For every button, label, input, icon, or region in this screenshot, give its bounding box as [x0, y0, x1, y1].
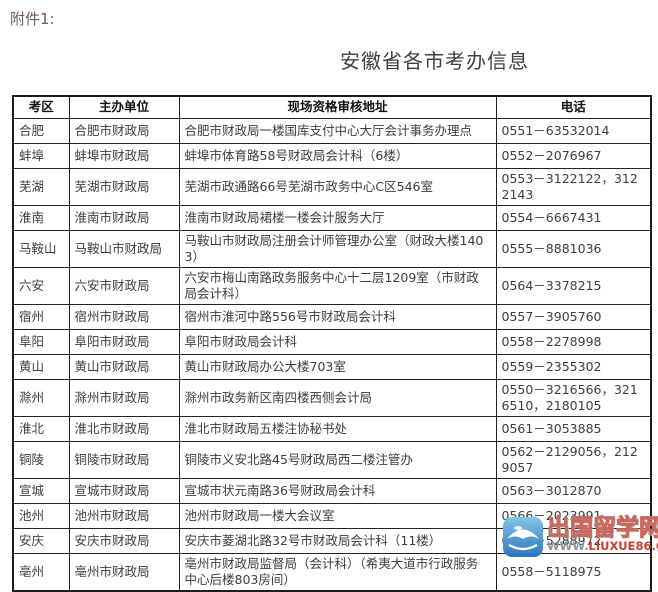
- cell-organizer: 黄山市财政局: [69, 354, 179, 379]
- cell-organizer: 淮北市财政局: [69, 416, 179, 441]
- cell-organizer: 合肥市财政局: [69, 118, 179, 143]
- cell-organizer: 池州市财政局: [69, 503, 179, 528]
- cell-organizer: 淮南市财政局: [69, 205, 179, 230]
- table-row: 合肥 合肥市财政局 合肥市财政局一楼国库支付中心大厅会计事务办理点 0551－6…: [13, 118, 651, 143]
- attachment-label: 附件1:: [10, 8, 55, 29]
- cell-phone: 0554－6667431: [496, 205, 651, 230]
- liuxue86-watermark: 出国留学网 WWW.LIUXUE86.COM: [502, 516, 658, 562]
- table-row: 淮南 淮南市财政局 淮南市财政局裙楼一楼会计服务大厅 0554－6667431: [13, 205, 651, 230]
- page-title: 安徽省各市考办信息: [340, 45, 529, 74]
- cell-phone: 0558－2278998: [496, 329, 651, 354]
- column-header-region: 考区: [13, 96, 69, 118]
- cell-region: 亳州: [13, 553, 69, 591]
- watermark-url-prefix: WWW.: [547, 539, 589, 553]
- cell-address: 黄山市财政局办公大楼703室: [179, 354, 496, 379]
- cell-address: 池州市财政局一楼大会议室: [179, 503, 496, 528]
- table-row: 蚌埠 蚌埠市财政局 蚌埠市体育路58号财政局会计科（6楼） 0552－20769…: [13, 143, 651, 168]
- cell-organizer: 六安市财政局: [69, 267, 179, 304]
- cell-organizer: 宿州市财政局: [69, 304, 179, 329]
- cell-phone: 0562－2129056，2129057: [496, 441, 651, 478]
- cell-address: 宿州市淮河中路556号市财政局会计科: [179, 304, 496, 329]
- table-row: 宿州 宿州市财政局 宿州市淮河中路556号市财政局会计科 0557－390576…: [13, 304, 651, 329]
- cell-region: 黄山: [13, 354, 69, 379]
- cell-phone: 0553－3122122，3122143: [496, 168, 651, 205]
- column-header-organizer: 主办单位: [69, 96, 179, 118]
- cell-address: 六安市梅山南路政务服务中心十二层1209室（市财政局会计科）: [179, 267, 496, 304]
- cell-address: 马鞍山市财政局注册会计师管理办公室（财政大楼1403）: [179, 230, 496, 267]
- cell-organizer: 滁州市财政局: [69, 379, 179, 416]
- cell-region: 马鞍山: [13, 230, 69, 267]
- cell-address: 淮南市财政局裙楼一楼会计服务大厅: [179, 205, 496, 230]
- cell-region: 合肥: [13, 118, 69, 143]
- cell-address: 蚌埠市体育路58号财政局会计科（6楼）: [179, 143, 496, 168]
- cell-address: 滁州市政务新区南四楼西侧会计局: [179, 379, 496, 416]
- table-row: 阜阳 阜阳市财政局 阜阳市财政局会计科 0558－2278998: [13, 329, 651, 354]
- cell-region: 六安: [13, 267, 69, 304]
- cell-organizer: 铜陵市财政局: [69, 441, 179, 478]
- table-row: 铜陵 铜陵市财政局 铜陵市义安北路45号财政局西二楼注管办 0562－21290…: [13, 441, 651, 478]
- cell-region: 芜湖: [13, 168, 69, 205]
- cell-region: 阜阳: [13, 329, 69, 354]
- cell-phone: 0563－3012870: [496, 478, 651, 503]
- cell-address: 合肥市财政局一楼国库支付中心大厅会计事务办理点: [179, 118, 496, 143]
- cell-region: 池州: [13, 503, 69, 528]
- cell-region: 淮北: [13, 416, 69, 441]
- cell-organizer: 马鞍山市财政局: [69, 230, 179, 267]
- cell-phone: 0561－3053885: [496, 416, 651, 441]
- cell-region: 安庆: [13, 528, 69, 553]
- cell-phone: 0552－2076967: [496, 143, 651, 168]
- cell-phone: 0564－3378215: [496, 267, 651, 304]
- cell-phone: 0557－3905760: [496, 304, 651, 329]
- watermark-site-name: 出国留学网: [547, 516, 658, 540]
- cell-address: 芜湖市政通路66号芜湖市政务中心C区546室: [179, 168, 496, 205]
- cell-phone: 0555－8881036: [496, 230, 651, 267]
- cell-organizer: 安庆市财政局: [69, 528, 179, 553]
- watermark-text: 出国留学网 WWW.LIUXUE86.COM: [547, 516, 658, 553]
- column-header-address: 现场资格审核地址: [179, 96, 496, 118]
- column-header-phone: 电话: [496, 96, 651, 118]
- cell-region: 蚌埠: [13, 143, 69, 168]
- cell-address: 亳州市财政局监督局（会计科）（希夷大道市行政服务中心后楼803房间）: [179, 553, 496, 591]
- table-row: 黄山 黄山市财政局 黄山市财政局办公大楼703室 0559－2355302: [13, 354, 651, 379]
- cell-phone: 0551－63532014: [496, 118, 651, 143]
- cell-address: 阜阳市财政局会计科: [179, 329, 496, 354]
- cell-organizer: 蚌埠市财政局: [69, 143, 179, 168]
- table-row: 芜湖 芜湖市财政局 芜湖市政通路66号芜湖市政务中心C区546室 0553－31…: [13, 168, 651, 205]
- cell-address: 安庆市菱湖北路32号市财政局会计科（11楼）: [179, 528, 496, 553]
- cell-address: 淮北市财政局五楼注协秘书处: [179, 416, 496, 441]
- cell-address: 宣城市状元南路36号财政局会计科: [179, 478, 496, 503]
- watermark-url-domain: LIUXUE86.COM: [589, 539, 658, 553]
- cell-region: 滁州: [13, 379, 69, 416]
- cell-address: 铜陵市义安北路45号财政局西二楼注管办: [179, 441, 496, 478]
- cell-organizer: 阜阳市财政局: [69, 329, 179, 354]
- table-row: 淮北 淮北市财政局 淮北市财政局五楼注协秘书处 0561－3053885: [13, 416, 651, 441]
- cell-region: 铜陵: [13, 441, 69, 478]
- table-row: 宣城 宣城市财政局 宣城市状元南路36号财政局会计科 0563－3012870: [13, 478, 651, 503]
- cell-region: 宿州: [13, 304, 69, 329]
- cell-organizer: 亳州市财政局: [69, 553, 179, 591]
- cell-phone: 0550－3216566，3216510，2180105: [496, 379, 651, 416]
- cell-region: 淮南: [13, 205, 69, 230]
- table-row: 马鞍山 马鞍山市财政局 马鞍山市财政局注册会计师管理办公室（财政大楼1403） …: [13, 230, 651, 267]
- cell-region: 宣城: [13, 478, 69, 503]
- table-header-row: 考区 主办单位 现场资格审核地址 电话: [13, 96, 651, 118]
- cell-phone: 0559－2355302: [496, 354, 651, 379]
- umbrella-icon: [502, 516, 544, 562]
- table-row: 滁州 滁州市财政局 滁州市政务新区南四楼西侧会计局 0550－3216566，3…: [13, 379, 651, 416]
- watermark-site-url: WWW.LIUXUE86.COM: [547, 540, 658, 553]
- table-row: 六安 六安市财政局 六安市梅山南路政务服务中心十二层1209室（市财政局会计科）…: [13, 267, 651, 304]
- cell-organizer: 宣城市财政局: [69, 478, 179, 503]
- cell-organizer: 芜湖市财政局: [69, 168, 179, 205]
